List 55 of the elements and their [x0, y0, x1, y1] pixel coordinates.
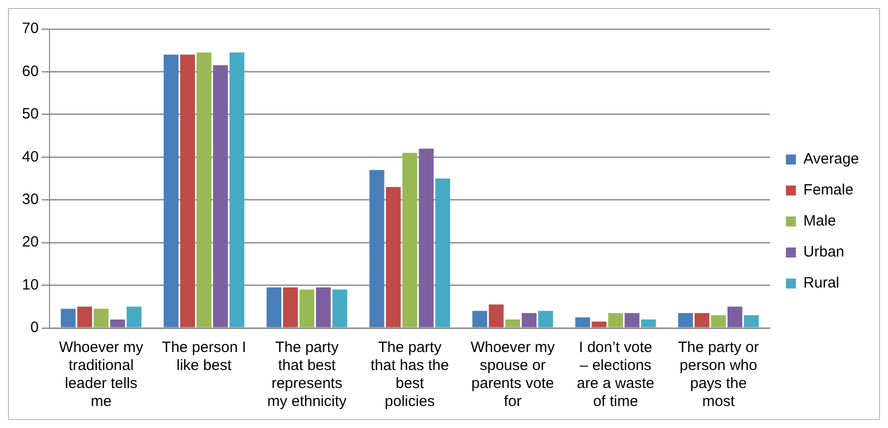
y-tick-label: 50 [22, 106, 39, 123]
legend-label: Average [803, 150, 860, 168]
bar [266, 287, 282, 328]
bar [386, 187, 401, 328]
bar [230, 52, 244, 328]
x-tick-label: The party or person who pays the most [678, 339, 759, 410]
bar [126, 306, 142, 328]
x-tick-label: Whoever my spouse or parents vote for [470, 339, 556, 410]
y-tick-label: 10 [22, 276, 39, 294]
bar [196, 52, 212, 328]
bar [213, 65, 228, 328]
legend-label: Rural [803, 274, 840, 292]
bar [538, 310, 554, 328]
y-tick-label: 0 [30, 319, 39, 336]
y-tick-label: 70 [22, 20, 39, 38]
bar [728, 306, 742, 328]
bar [711, 315, 726, 328]
bar [694, 313, 710, 328]
x-tick-label: I don’t vote – elections are a waste of time [576, 339, 654, 410]
bar [94, 308, 109, 328]
bar [435, 178, 450, 328]
bar [316, 287, 331, 328]
bar [402, 152, 418, 328]
legend-label: Female [803, 182, 854, 199]
y-tick-label: 30 [22, 191, 39, 208]
bar [283, 287, 298, 328]
x-tick-label: The party that best represents my ethnicity [267, 339, 347, 410]
x-tick-label: Whoever my traditional leader tells me [59, 339, 144, 410]
bar [641, 319, 656, 328]
bar [77, 306, 92, 328]
bar [164, 54, 178, 328]
bar [332, 290, 348, 328]
bar [522, 313, 537, 328]
y-tick-label: 60 [22, 62, 39, 80]
bar [608, 313, 623, 328]
bar [369, 170, 384, 328]
bar [744, 315, 759, 328]
bar [575, 317, 590, 328]
bar [110, 319, 125, 328]
x-tick-label: The party that has the best policies [370, 339, 449, 410]
y-tick-label: 40 [22, 148, 39, 166]
bar [418, 148, 434, 328]
bar [60, 308, 76, 328]
bar [592, 322, 607, 328]
legend-label: Urban [803, 244, 844, 261]
x-tick-label: The person I like best [162, 339, 246, 374]
bar [678, 313, 693, 328]
bar [472, 310, 488, 328]
legend-label: Male [803, 212, 836, 230]
bar [505, 319, 520, 328]
y-tick-label: 20 [22, 234, 39, 251]
bar [180, 54, 195, 328]
bar [624, 313, 640, 328]
bar [299, 290, 314, 328]
bar [488, 304, 504, 328]
